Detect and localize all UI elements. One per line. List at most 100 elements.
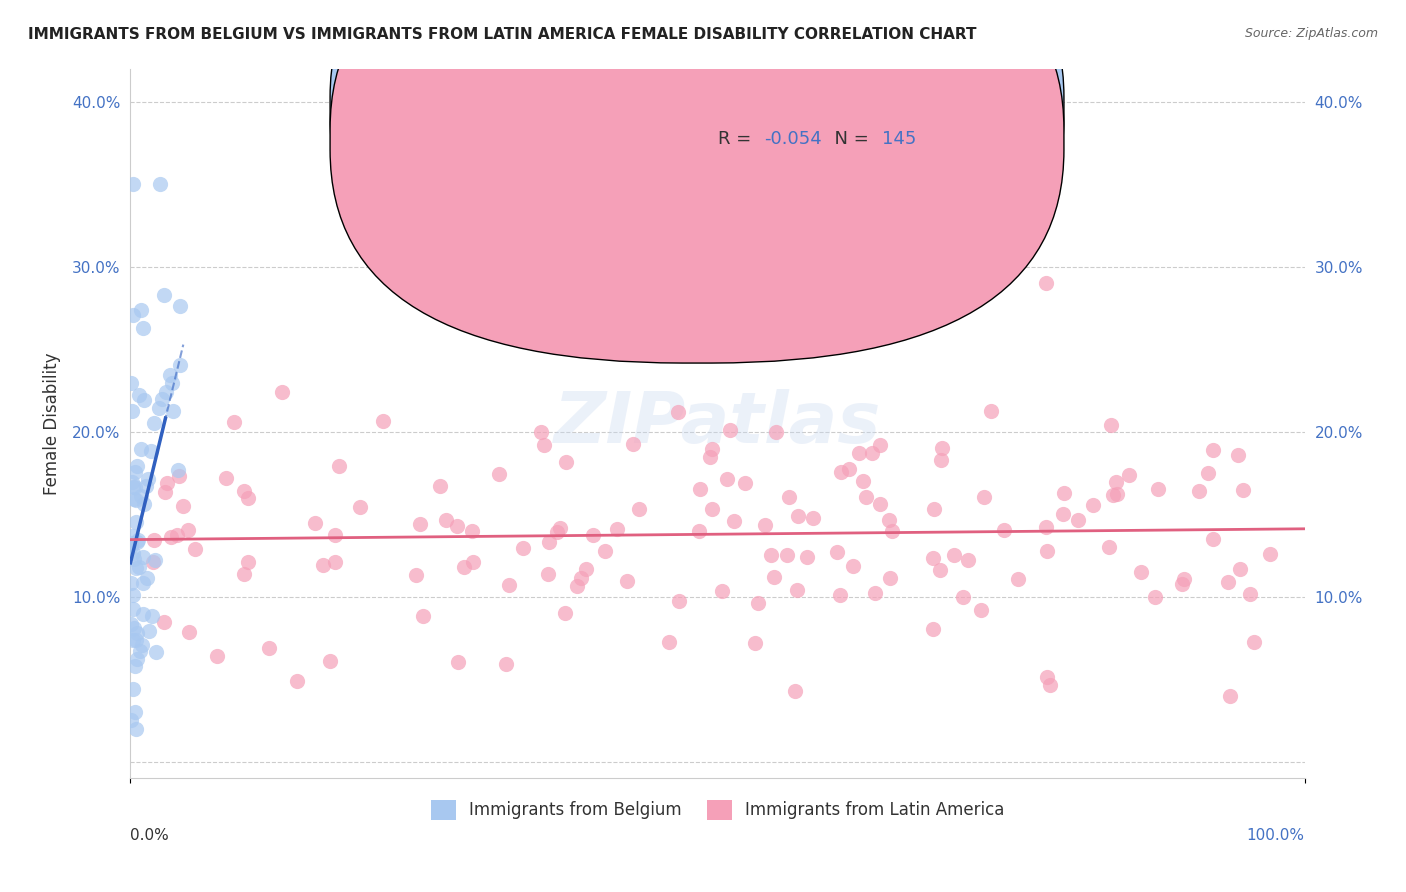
Point [461, 524, 484, 538]
Point [149, 177, 172, 191]
Point [409, 516, 432, 531]
Point [122, 622, 145, 636]
Point [567, 579, 589, 593]
Point [127, 533, 149, 547]
Point [145, 645, 167, 659]
Point [122, 552, 145, 566]
Text: 64: 64 [882, 98, 911, 117]
Point [257, 640, 280, 655]
Point [1243, 635, 1265, 649]
Point [1102, 488, 1125, 502]
Point [621, 437, 644, 451]
Point [842, 559, 865, 574]
Point [120, 617, 142, 632]
Text: R =: R = [717, 98, 756, 117]
Point [124, 705, 146, 719]
Point [122, 682, 145, 697]
Text: R =: R = [717, 130, 756, 148]
Point [688, 524, 710, 538]
Point [270, 385, 292, 400]
Point [533, 438, 555, 452]
Point [787, 508, 810, 523]
Text: N =: N = [824, 130, 875, 148]
Point [232, 484, 254, 499]
Point [136, 471, 159, 485]
Point [848, 446, 870, 460]
Point [135, 571, 157, 585]
Point [1067, 513, 1090, 527]
Point [125, 493, 148, 508]
Point [575, 562, 598, 576]
Point [1007, 572, 1029, 586]
Text: ZIPatlas: ZIPatlas [554, 389, 882, 458]
Point [122, 492, 145, 507]
Point [132, 575, 155, 590]
Point [121, 529, 143, 543]
Legend: Immigrants from Belgium, Immigrants from Latin America: Immigrants from Belgium, Immigrants from… [425, 793, 1011, 827]
Point [319, 654, 342, 668]
Y-axis label: Female Disability: Female Disability [44, 352, 60, 495]
Point [125, 722, 148, 736]
Point [747, 596, 769, 610]
Point [128, 388, 150, 402]
Point [120, 576, 142, 591]
Point [952, 590, 974, 604]
Point [1083, 498, 1105, 512]
Point [765, 425, 787, 439]
Point [931, 441, 953, 455]
Point [723, 514, 745, 528]
Point [122, 308, 145, 322]
Point [658, 635, 681, 649]
Point [120, 539, 142, 553]
Point [537, 534, 560, 549]
Point [125, 459, 148, 474]
Point [530, 425, 553, 439]
Point [166, 528, 188, 542]
Point [131, 638, 153, 652]
Point [1218, 689, 1240, 703]
Point [1129, 565, 1152, 579]
Text: Source: ZipAtlas.com: Source: ZipAtlas.com [1244, 27, 1378, 40]
Point [700, 501, 723, 516]
Point [785, 684, 807, 698]
Point [167, 469, 190, 483]
Point [581, 527, 603, 541]
Point [412, 609, 434, 624]
Point [236, 491, 259, 505]
Point [569, 571, 592, 585]
Point [1218, 574, 1240, 589]
Point [172, 499, 194, 513]
Point [593, 543, 616, 558]
Point [373, 414, 395, 428]
Point [135, 479, 157, 493]
Point [546, 524, 568, 539]
Point [1035, 520, 1057, 534]
Point [668, 594, 690, 608]
Point [956, 553, 979, 567]
Point [796, 550, 818, 565]
Point [132, 392, 155, 407]
Point [169, 299, 191, 313]
Point [495, 657, 517, 672]
Point [285, 673, 308, 688]
Text: -0.054: -0.054 [765, 130, 823, 148]
Point [128, 560, 150, 574]
Point [606, 522, 628, 536]
Point [759, 548, 782, 562]
Point [882, 524, 904, 538]
Point [1052, 507, 1074, 521]
Point [132, 607, 155, 622]
Point [138, 624, 160, 638]
Point [323, 555, 346, 569]
Point [1229, 562, 1251, 576]
Point [852, 474, 875, 488]
Point [554, 606, 576, 620]
Point [1258, 547, 1281, 561]
Text: IMMIGRANTS FROM BELGIUM VS IMMIGRANTS FROM LATIN AMERICA FEMALE DISABILITY CORRE: IMMIGRANTS FROM BELGIUM VS IMMIGRANTS FR… [28, 27, 977, 42]
Point [943, 549, 966, 563]
Point [222, 415, 245, 429]
Point [865, 586, 887, 600]
Point [1105, 475, 1128, 489]
Point [121, 633, 143, 648]
Point [929, 453, 952, 467]
